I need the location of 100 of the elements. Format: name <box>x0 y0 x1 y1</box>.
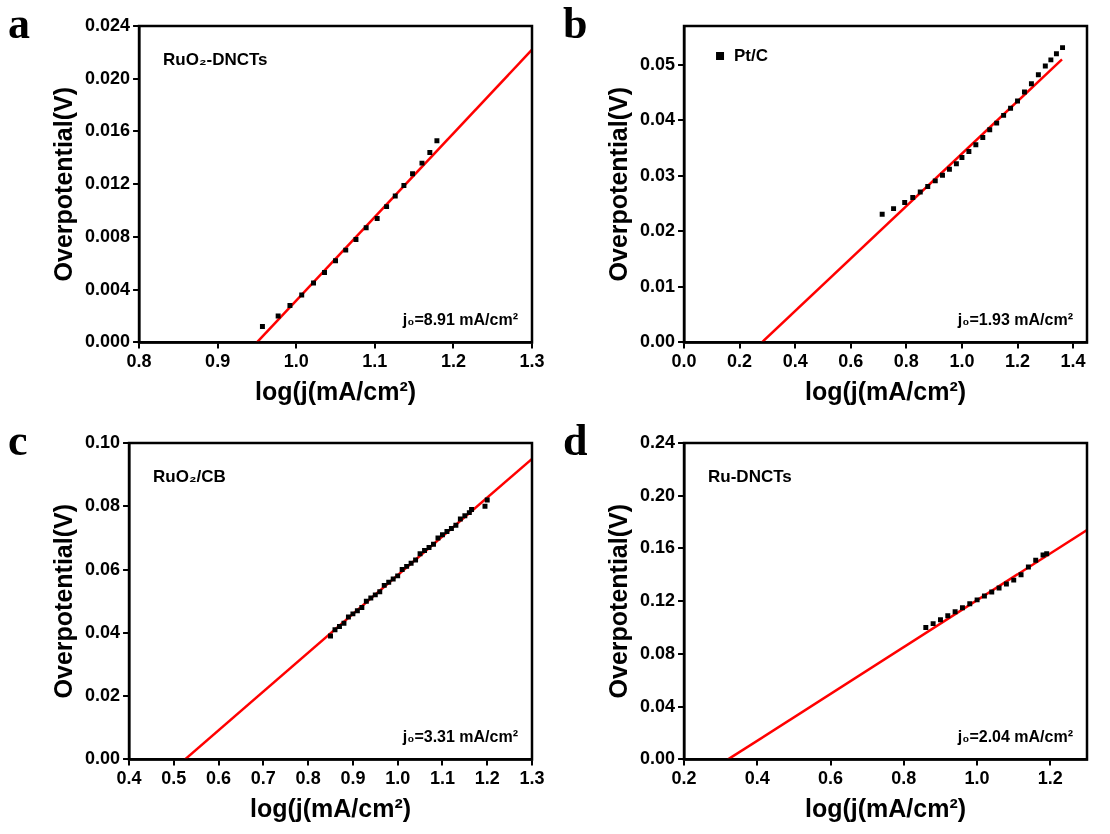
point <box>910 195 916 200</box>
point <box>959 605 965 611</box>
point <box>401 183 407 188</box>
x-axis-title: log(j(mA/cm²) <box>804 793 967 822</box>
y-tick-label: 0.24 <box>639 431 676 452</box>
x-tick-label: 0.4 <box>782 351 808 372</box>
point <box>372 592 378 598</box>
point <box>363 225 369 231</box>
point <box>932 178 938 184</box>
y-tick-label: 0.00 <box>84 748 121 769</box>
y-tick-label: 0.000 <box>85 331 131 352</box>
y-tick-label: 0.08 <box>84 495 121 516</box>
point <box>484 497 490 503</box>
point <box>322 270 327 275</box>
x-tick-label: 1.4 <box>1060 351 1086 372</box>
x-tick-label: 0.2 <box>727 351 753 372</box>
point <box>337 624 342 629</box>
point <box>891 206 897 212</box>
point <box>940 172 945 178</box>
point <box>952 609 958 615</box>
annotation: Ru-DNCTs <box>708 467 792 487</box>
point <box>343 247 349 253</box>
point <box>408 560 414 566</box>
point <box>1025 564 1031 570</box>
point <box>353 237 359 243</box>
y-tick-label: 0.04 <box>639 695 676 716</box>
x-tick-label: 0.9 <box>340 768 366 789</box>
y-tick-label: 0.03 <box>639 164 676 185</box>
x-tick-label: 1.0 <box>385 768 411 789</box>
y-tick-label: 0.06 <box>84 558 121 579</box>
y-axis-title: Overpotential(V) <box>603 86 632 282</box>
point <box>1018 572 1024 578</box>
chart-title: b <box>563 0 588 48</box>
point <box>333 258 338 264</box>
point <box>1048 57 1054 63</box>
point <box>469 506 475 512</box>
point <box>1060 45 1066 51</box>
point <box>1042 63 1048 69</box>
point <box>902 200 908 205</box>
x-tick-label: 1.0 <box>283 351 309 372</box>
x-tick-label: 0.6 <box>206 768 232 789</box>
x-tick-label: 1.1 <box>429 768 455 789</box>
legend-label: Pt/C <box>734 45 769 65</box>
y-tick-label: 0.02 <box>84 685 121 706</box>
point <box>275 313 281 319</box>
point <box>973 142 979 148</box>
annotation: j₀=8.91 mA/cm² <box>401 310 518 328</box>
point <box>395 573 401 579</box>
point <box>444 529 450 535</box>
point <box>417 551 423 557</box>
point <box>980 135 986 141</box>
y-tick-label: 0.08 <box>639 642 676 663</box>
point <box>392 193 398 199</box>
point <box>959 155 965 161</box>
point <box>945 613 951 619</box>
x-tick-label: 1.2 <box>440 351 466 372</box>
x-axis-title: log(j(mA/cm²) <box>249 793 412 822</box>
point <box>1022 89 1027 95</box>
point <box>399 567 405 573</box>
annotation: j₀=1.93 mA/cm² <box>956 310 1073 328</box>
x-tick-label: 0.8 <box>126 351 152 372</box>
point <box>354 608 360 614</box>
x-tick-label: 1.0 <box>949 351 975 372</box>
annotation: j₀=2.04 mA/cm² <box>956 727 1073 745</box>
point <box>1035 72 1041 78</box>
point <box>917 189 923 195</box>
point <box>381 582 387 588</box>
x-tick-label: 1.2 <box>1037 768 1063 789</box>
x-tick-label: 0.9 <box>205 351 231 372</box>
point <box>1003 581 1009 587</box>
point <box>1011 577 1017 583</box>
y-tick-label: 0.016 <box>85 120 131 141</box>
point <box>390 576 396 582</box>
point <box>431 541 436 547</box>
point <box>994 120 1000 126</box>
point <box>410 171 416 177</box>
y-tick-label: 0.012 <box>85 173 131 194</box>
x-tick-label: 0.6 <box>838 351 864 372</box>
point <box>989 589 995 595</box>
point <box>1001 112 1007 118</box>
point <box>427 150 433 156</box>
x-axis-title: log(j(mA/cm²) <box>254 376 417 405</box>
point <box>457 516 463 522</box>
x-tick-label: 1.1 <box>362 351 388 372</box>
y-axis-title: Overpotential(V) <box>48 503 77 699</box>
point <box>404 563 410 569</box>
y-tick-label: 0.04 <box>84 621 121 642</box>
point <box>879 211 885 217</box>
y-tick-label: 0.10 <box>84 431 121 452</box>
x-tick-label: 1.2 <box>474 768 500 789</box>
y-tick-label: 0.16 <box>639 537 676 558</box>
point <box>974 597 980 603</box>
point <box>1008 105 1014 111</box>
point <box>1053 51 1059 57</box>
x-tick-label: 0.8 <box>891 768 917 789</box>
point <box>434 138 440 144</box>
point <box>930 621 936 627</box>
point <box>259 324 265 330</box>
y-tick-label: 0.02 <box>639 220 676 241</box>
point <box>1028 81 1034 87</box>
